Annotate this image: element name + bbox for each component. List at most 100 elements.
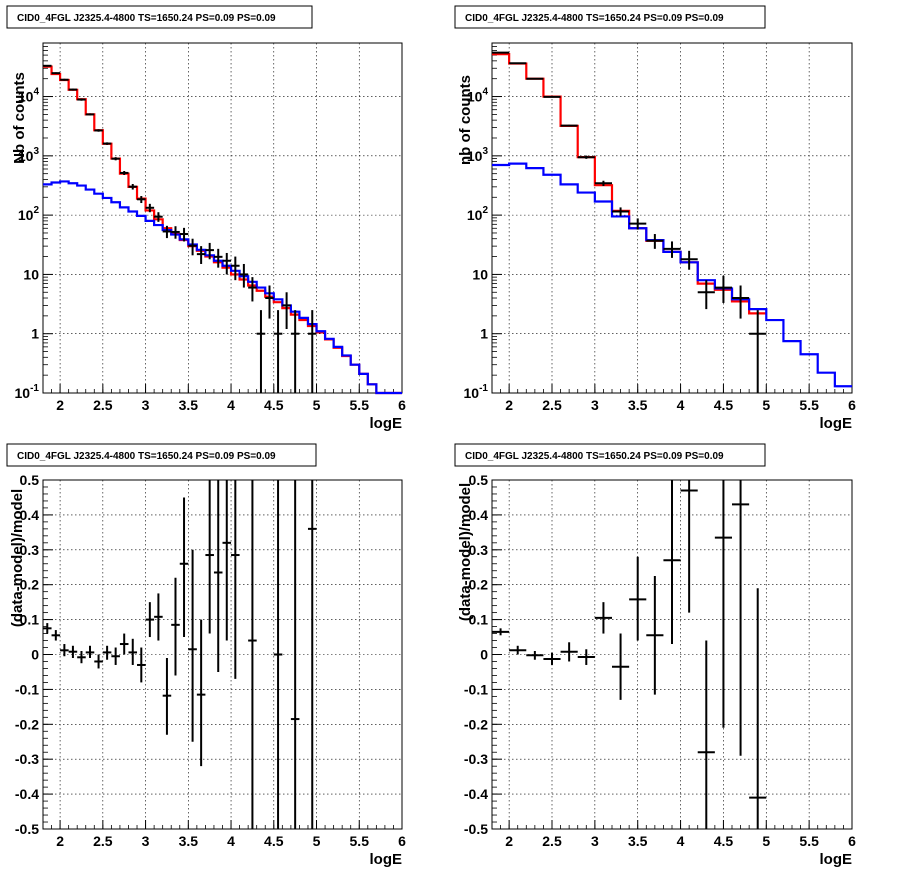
data-point	[282, 292, 291, 330]
y-tick-label: 0.1	[20, 612, 40, 628]
data-point	[749, 588, 767, 829]
data-point	[509, 62, 527, 65]
y-tick-label: -0.4	[464, 786, 488, 802]
chart-panel-2: 2 2.5 3 3.5 4 4.5 5 5.5 6 10-1 1 10 102 103 104 logE nb …	[454, 5, 856, 432]
data-point	[714, 275, 732, 303]
data-point	[77, 98, 86, 101]
data-point	[307, 310, 317, 393]
data-point	[560, 124, 578, 127]
y-tick-label: 10-1	[15, 383, 40, 401]
data-point	[188, 238, 197, 256]
data-point	[239, 263, 249, 288]
data-point	[290, 310, 300, 393]
data-point	[594, 602, 612, 634]
x-tick-label: 5.5	[799, 397, 819, 413]
x-tick-label: 2.5	[542, 833, 562, 849]
y-tick-label: 10	[472, 266, 488, 282]
data-point	[273, 310, 283, 393]
y-tick-label: 0.1	[469, 612, 489, 628]
y-tick-label: 104	[467, 87, 489, 105]
chart-title: CID0_4FGL J2325.4-4800 TS=1650.24 PS=0.0…	[17, 451, 276, 462]
x-axis-label: logE	[820, 415, 853, 432]
data-point	[145, 203, 155, 213]
plot-frame	[491, 42, 853, 394]
x-tick-label: 5.5	[799, 833, 819, 849]
y-axis-label: Nb of counts	[11, 72, 28, 164]
x-tick-label: 3	[142, 833, 150, 849]
data-point	[60, 78, 69, 81]
x-tick-label: 6	[848, 833, 856, 849]
data-point	[749, 310, 767, 393]
y-tick-label: 0.2	[469, 577, 489, 593]
x-tick-label: 5	[313, 397, 321, 413]
data-point	[205, 480, 214, 634]
x-tick-label: 6	[848, 397, 856, 413]
data-point	[231, 480, 240, 679]
data-point	[663, 480, 681, 645]
y-tick-label: -0.2	[15, 716, 39, 732]
data-point	[697, 280, 715, 310]
y-tick-label: 0	[31, 647, 39, 663]
x-tick-label: 2	[56, 397, 64, 413]
y-tick-label: 104	[18, 87, 40, 105]
title-box	[6, 443, 317, 467]
y-tick-label: -0.3	[15, 751, 39, 767]
data-point	[612, 207, 630, 217]
data-point	[222, 480, 232, 641]
data-point	[629, 556, 647, 641]
y-tick-label: 102	[467, 205, 489, 223]
data-point	[179, 227, 189, 242]
data-point	[732, 480, 750, 756]
x-tick-label: 2.5	[93, 397, 113, 413]
data-point	[629, 218, 647, 230]
x-tick-label: 6	[398, 397, 406, 413]
data-point	[594, 180, 612, 186]
y-axis-label: (data-model)/model	[457, 483, 474, 621]
data-point	[680, 480, 698, 613]
chart-panel-4: 2 2.5 3 3.5 4 4.5 5 5.5 6 -0.5 -0.4 -0.3 -0.2 -0.1 0 0.…	[454, 443, 856, 868]
data-point	[732, 285, 750, 319]
data-point	[119, 633, 129, 655]
data-point	[646, 575, 664, 695]
y-tick-label: 1	[31, 326, 39, 342]
data-point	[43, 623, 52, 634]
y-tick-label: -0.2	[464, 716, 488, 732]
x-tick-label: 2.5	[542, 397, 562, 413]
x-tick-label: 3	[591, 833, 599, 849]
x-tick-label: 5	[762, 397, 770, 413]
data-point	[145, 602, 155, 638]
data-point	[77, 651, 86, 664]
data-point	[509, 645, 527, 655]
data-point	[714, 480, 732, 728]
data-point	[492, 51, 510, 54]
y-axis-label: (data-model)/model	[9, 489, 26, 627]
x-tick-label: 4	[227, 397, 235, 413]
data-point	[663, 241, 681, 258]
data-point	[102, 645, 112, 660]
title-box	[454, 443, 766, 467]
data-point	[213, 480, 223, 672]
data-point	[60, 644, 69, 657]
data-point	[290, 480, 300, 829]
data-point	[273, 480, 283, 829]
data-point	[111, 157, 120, 161]
y-tick-label: -0.1	[464, 681, 488, 697]
x-tick-label: 5.5	[350, 833, 370, 849]
y-tick-label: -0.1	[15, 681, 39, 697]
y-tick-label: 0.3	[469, 542, 489, 558]
data-point	[137, 647, 146, 683]
x-tick-label: 5.5	[350, 397, 370, 413]
data-point	[543, 95, 561, 98]
chart-title: CID0_4FGL J2325.4-4800 TS=1650.24 PS=0.0…	[465, 13, 724, 24]
y-tick-label: -0.4	[15, 786, 39, 802]
data-point	[265, 285, 274, 319]
y-axis-label: nb of counts	[457, 75, 474, 165]
data-point	[137, 196, 146, 204]
y-tick-label: 0.3	[20, 542, 40, 558]
x-tick-label: 4.5	[714, 397, 734, 413]
data-point	[128, 638, 138, 665]
data-point	[162, 225, 172, 239]
y-tick-label: 0.4	[20, 507, 40, 523]
x-tick-label: 4.5	[264, 833, 284, 849]
